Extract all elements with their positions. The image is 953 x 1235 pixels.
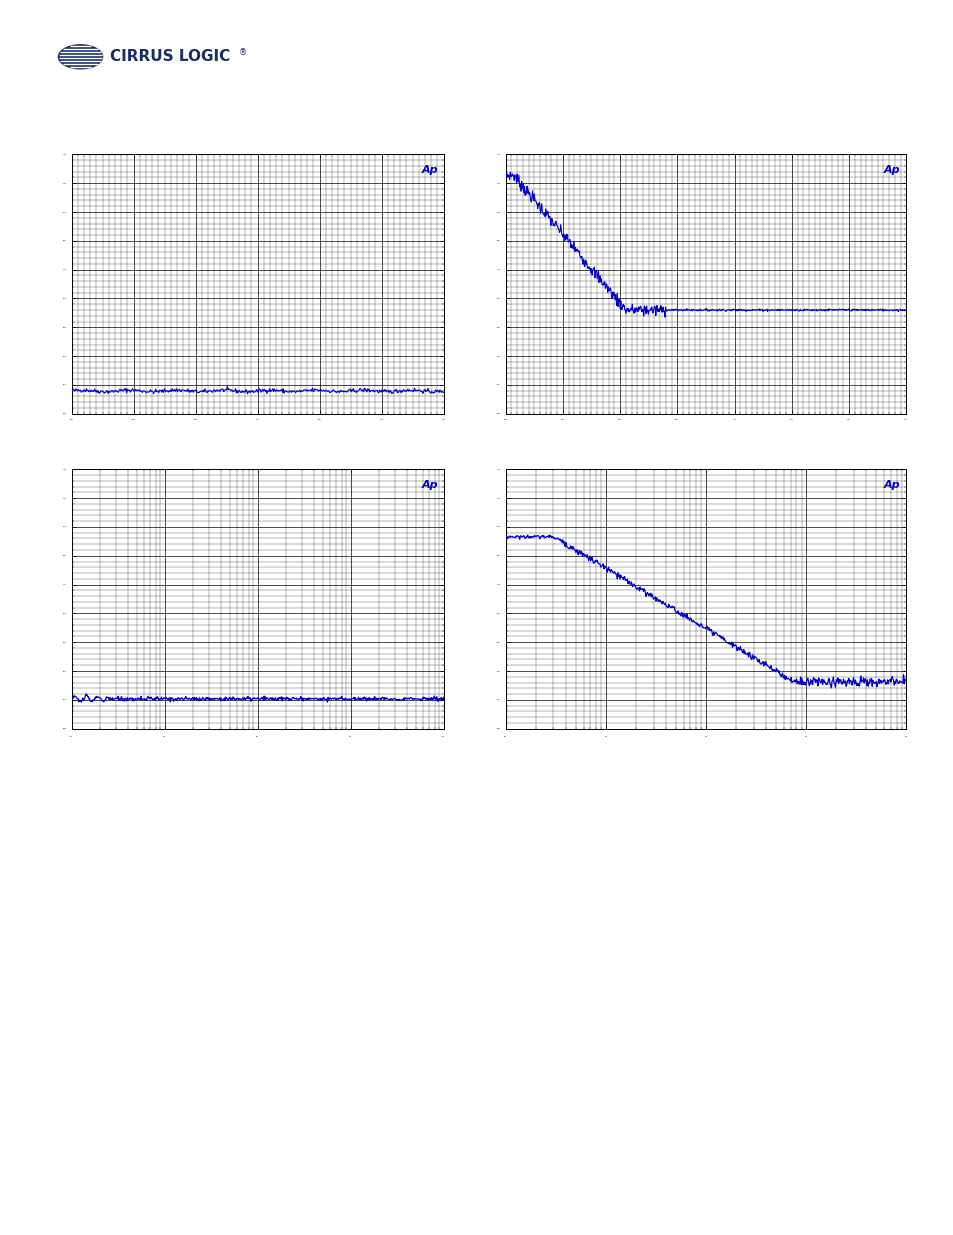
Text: Ap: Ap	[421, 479, 437, 489]
Text: Ap: Ap	[421, 164, 437, 174]
Ellipse shape	[58, 44, 103, 69]
Text: Ap: Ap	[882, 479, 900, 489]
Text: Ap: Ap	[882, 164, 900, 174]
Text: CIRRUS LOGIC: CIRRUS LOGIC	[110, 49, 230, 64]
Text: ®: ®	[238, 48, 247, 57]
